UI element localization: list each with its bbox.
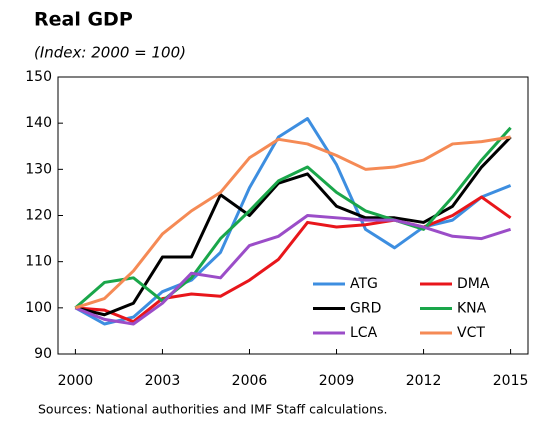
y-tick-label: 110 [25,254,52,270]
chart-subtitle: (Index: 2000 = 100) [34,44,186,62]
x-tick-label: 2003 [145,373,181,389]
x-tick-label: 2000 [58,373,94,389]
series-line [74,135,511,310]
series-line [74,117,512,326]
legend-label: ATG [350,276,378,292]
chart-title: Real GDP [34,9,133,31]
legend-label: GRD [350,301,381,317]
series-line [74,126,512,309]
series-line [74,214,512,326]
x-tick-label: 2015 [493,373,529,389]
y-tick-label: 130 [25,161,52,177]
legend-label: DMA [457,276,490,292]
legend-label: LCA [350,325,378,341]
y-tick-label: 150 [25,69,52,85]
y-tick-label: 120 [25,208,52,224]
legend-label: VCT [457,325,485,341]
x-tick-label: 2009 [319,373,355,389]
y-tick-label: 140 [25,115,52,131]
y-tick-label: 90 [34,346,52,362]
series-line [75,195,512,324]
y-tick-label: 100 [25,300,52,316]
x-tick-label: 2012 [406,373,442,389]
source: Sources: National authorities and IMF St… [38,402,387,417]
x-tick-label: 2006 [232,373,268,389]
legend-label: KNA [457,301,487,317]
